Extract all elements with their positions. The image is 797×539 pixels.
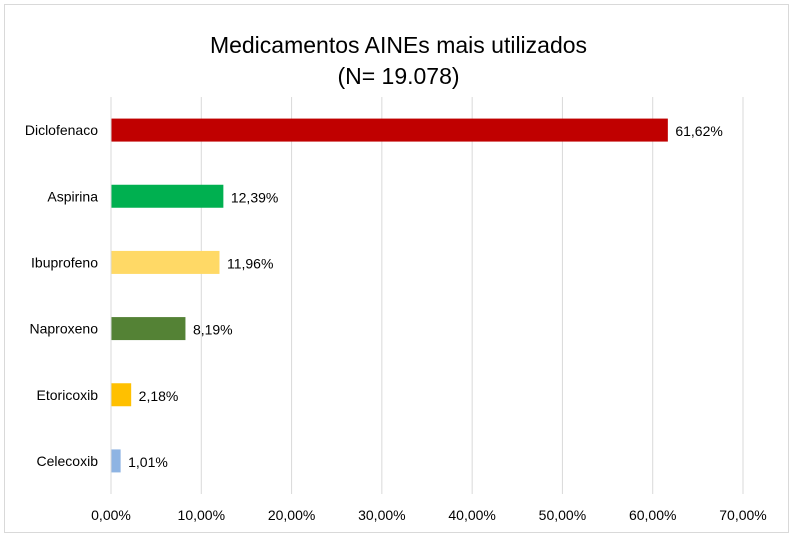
x-tick-label-60: 60,00% bbox=[629, 507, 676, 523]
x-tick-label-20: 20,00% bbox=[268, 507, 315, 523]
category-label-etoricoxib: Etoricoxib bbox=[37, 387, 99, 403]
data-label-celecoxib: 1,01% bbox=[128, 454, 168, 470]
bar-celecoxib bbox=[111, 449, 121, 473]
category-label-ibuprofeno: Ibuprofeno bbox=[31, 254, 98, 270]
chart-title-block: Medicamentos AINEs mais utilizados (N= 1… bbox=[0, 30, 797, 92]
bar-ibuprofeno bbox=[111, 250, 220, 274]
data-label-naproxeno: 8,19% bbox=[193, 322, 233, 338]
data-label-diclofenaco: 61,62% bbox=[675, 123, 722, 139]
data-label-aspirina: 12,39% bbox=[231, 189, 278, 205]
bar-etoricoxib bbox=[111, 383, 132, 407]
x-tick-label-40: 40,00% bbox=[448, 507, 495, 523]
category-label-aspirina: Aspirina bbox=[47, 188, 98, 204]
category-label-diclofenaco: Diclofenaco bbox=[25, 122, 98, 138]
bar-diclofenaco bbox=[111, 118, 668, 142]
category-label-naproxeno: Naproxeno bbox=[30, 321, 99, 337]
data-label-ibuprofeno: 11,96% bbox=[227, 255, 273, 271]
chart-subtitle: (N= 19.078) bbox=[337, 63, 460, 89]
data-label-etoricoxib: 2,18% bbox=[139, 388, 179, 404]
x-tick-label-0: 0,00% bbox=[91, 507, 131, 523]
bar-naproxeno bbox=[111, 317, 186, 341]
x-tick-label-30: 30,00% bbox=[358, 507, 405, 523]
x-tick-label-70: 70,00% bbox=[719, 507, 766, 523]
x-tick-label-10: 10,00% bbox=[178, 507, 225, 523]
x-tick-label-50: 50,00% bbox=[539, 507, 586, 523]
chart-title: Medicamentos AINEs mais utilizados bbox=[209, 32, 588, 58]
category-label-celecoxib: Celecoxib bbox=[37, 453, 99, 469]
bar-aspirina bbox=[111, 184, 224, 208]
